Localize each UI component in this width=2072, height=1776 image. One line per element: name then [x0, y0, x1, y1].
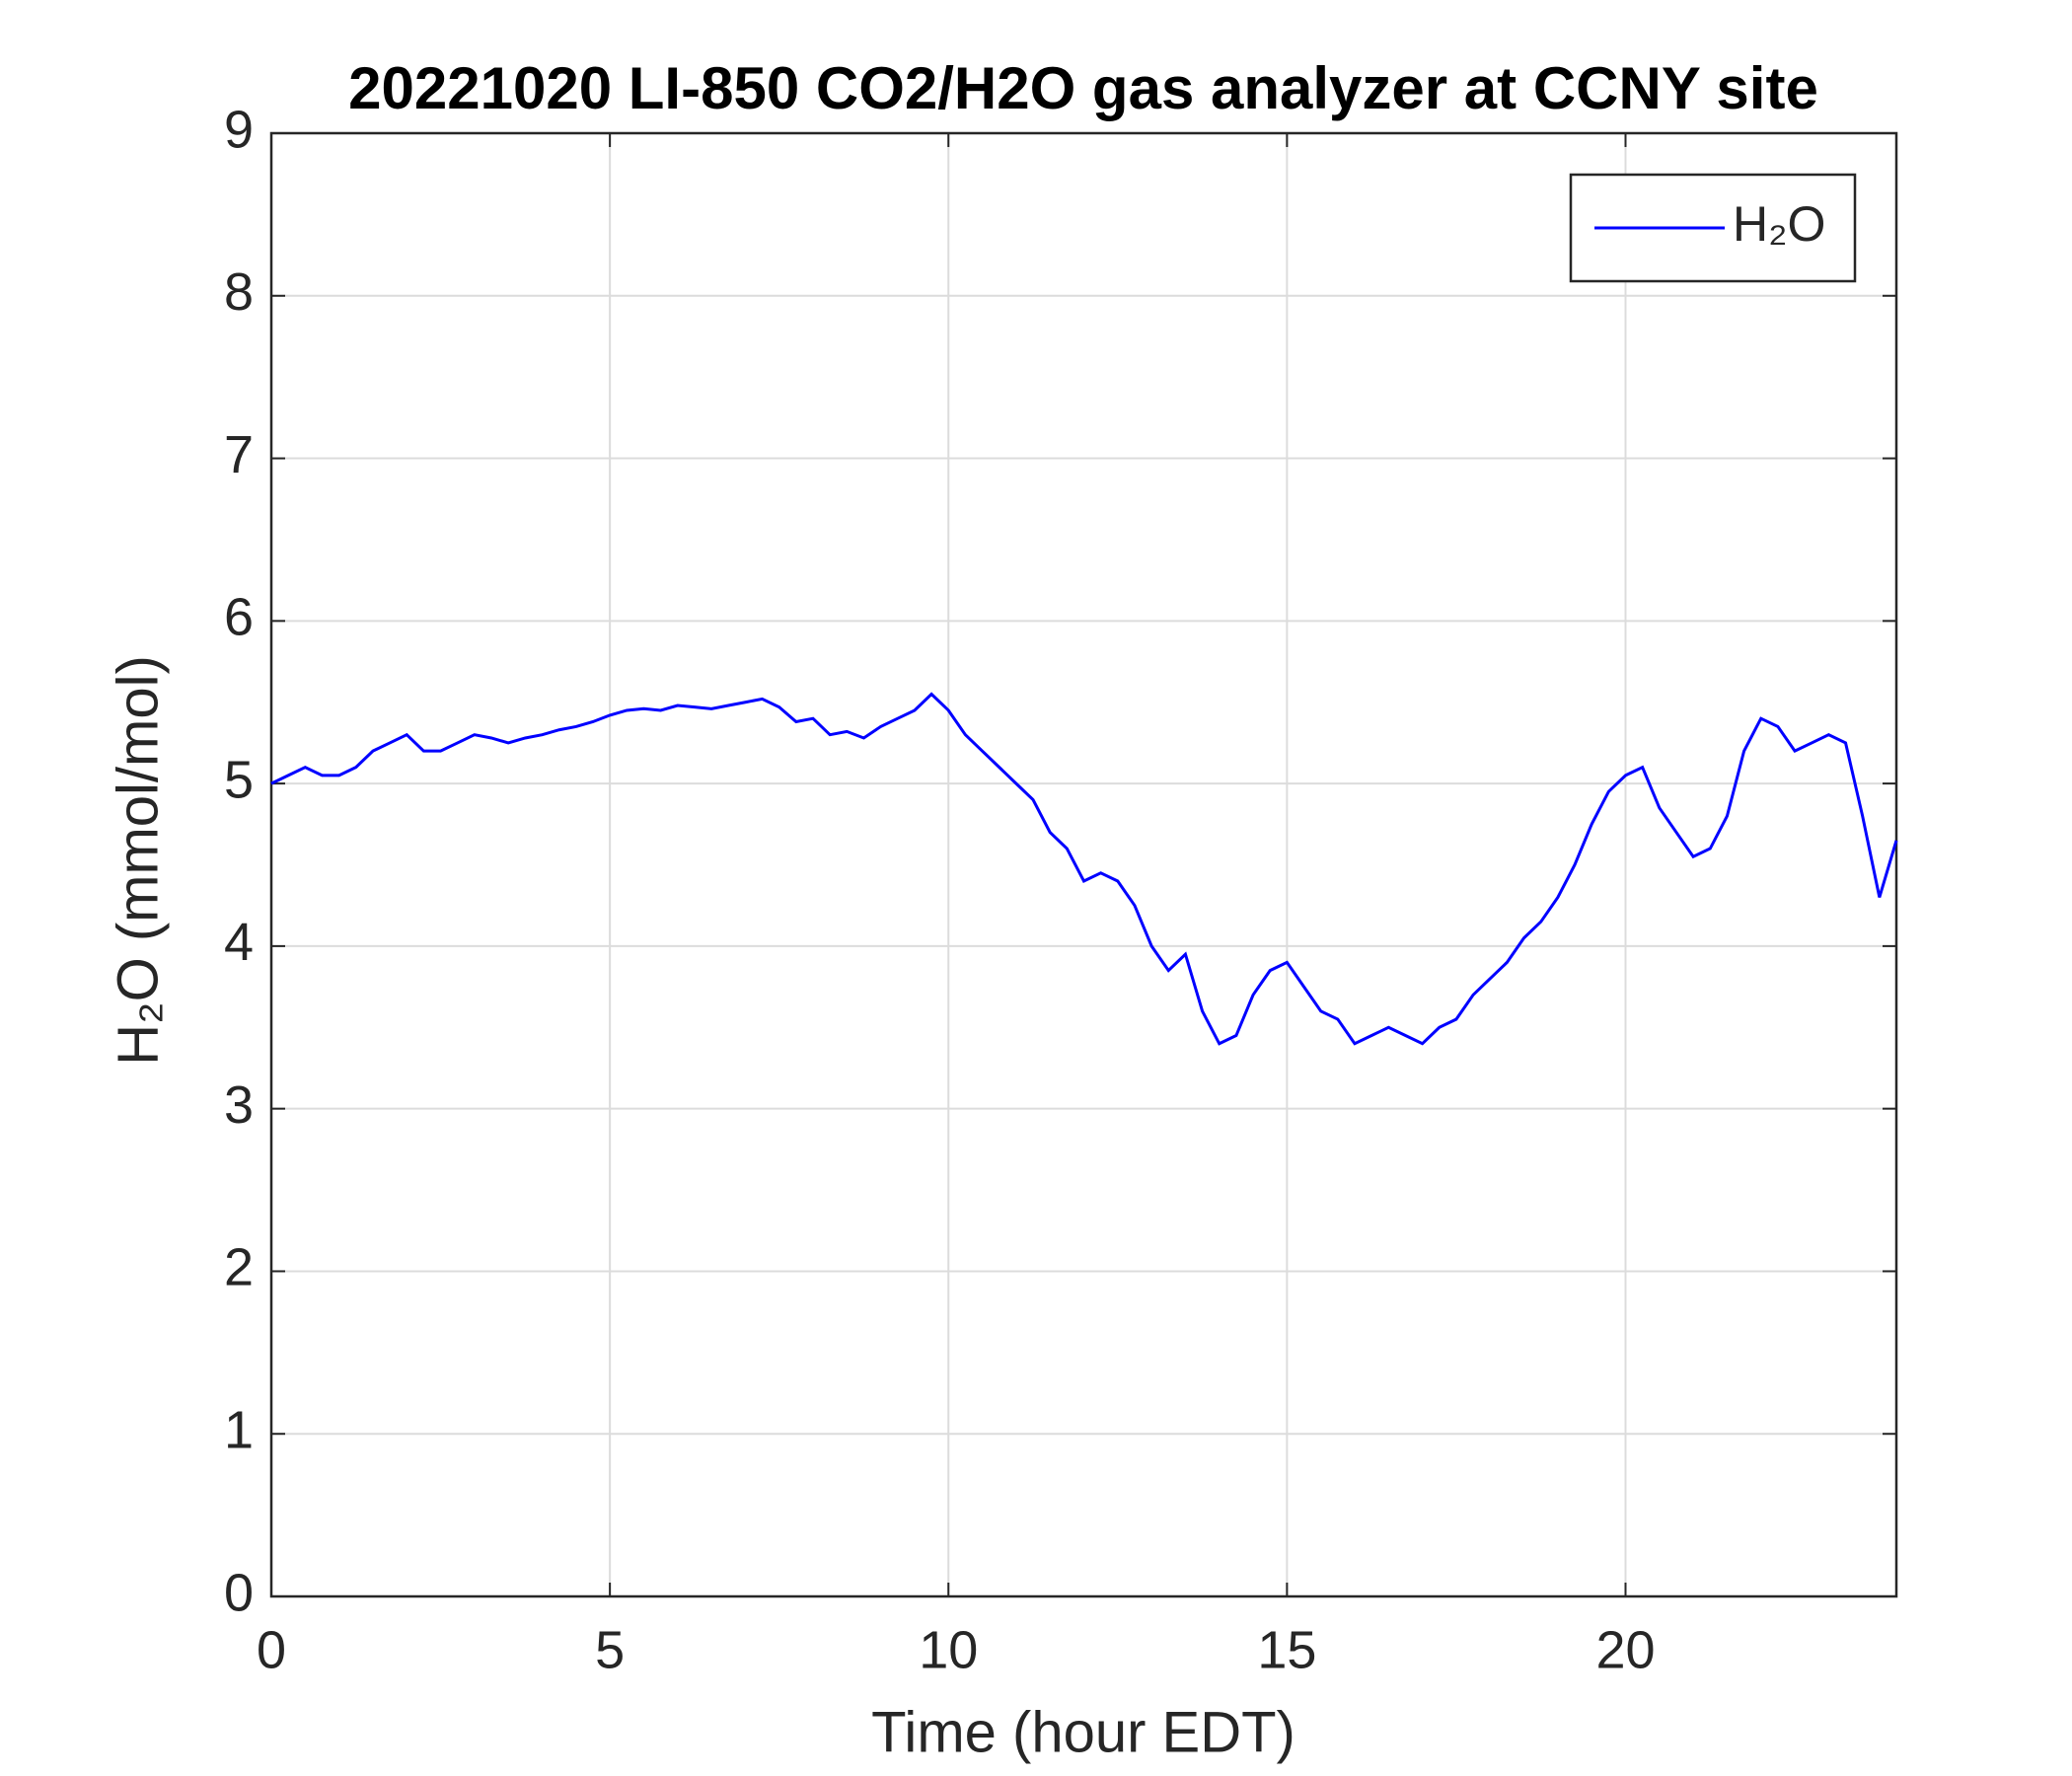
- y-axis-label: H₂O (mmol/mol): [106, 655, 170, 1066]
- y-tick-label: 0: [224, 1563, 254, 1622]
- chart-title: 20221020 LI-850 CO2/H2O gas analyzer at …: [348, 55, 1818, 121]
- x-tick-label: 10: [919, 1620, 978, 1679]
- y-tick-label: 6: [224, 588, 254, 647]
- y-tick-label: 4: [224, 913, 254, 972]
- y-tick-label: 8: [224, 262, 254, 322]
- x-tick-label: 15: [1257, 1620, 1316, 1679]
- x-tick-label: 0: [257, 1620, 286, 1679]
- y-tick-label: 2: [224, 1238, 254, 1297]
- x-tick-label: 20: [1595, 1620, 1655, 1679]
- x-tick-label: 5: [595, 1620, 625, 1679]
- x-axis-label: Time (hour EDT): [871, 1700, 1295, 1764]
- axes-box: [269, 131, 1898, 1598]
- y-tick-label: 1: [224, 1400, 254, 1459]
- y-tick-label: 7: [224, 425, 254, 484]
- data-line: [270, 692, 1898, 1046]
- y-tick-label: 9: [224, 100, 254, 159]
- y-tick-label: 3: [224, 1075, 254, 1135]
- legend-label: H₂O: [1733, 196, 1825, 252]
- y-tick-label: 5: [224, 750, 254, 809]
